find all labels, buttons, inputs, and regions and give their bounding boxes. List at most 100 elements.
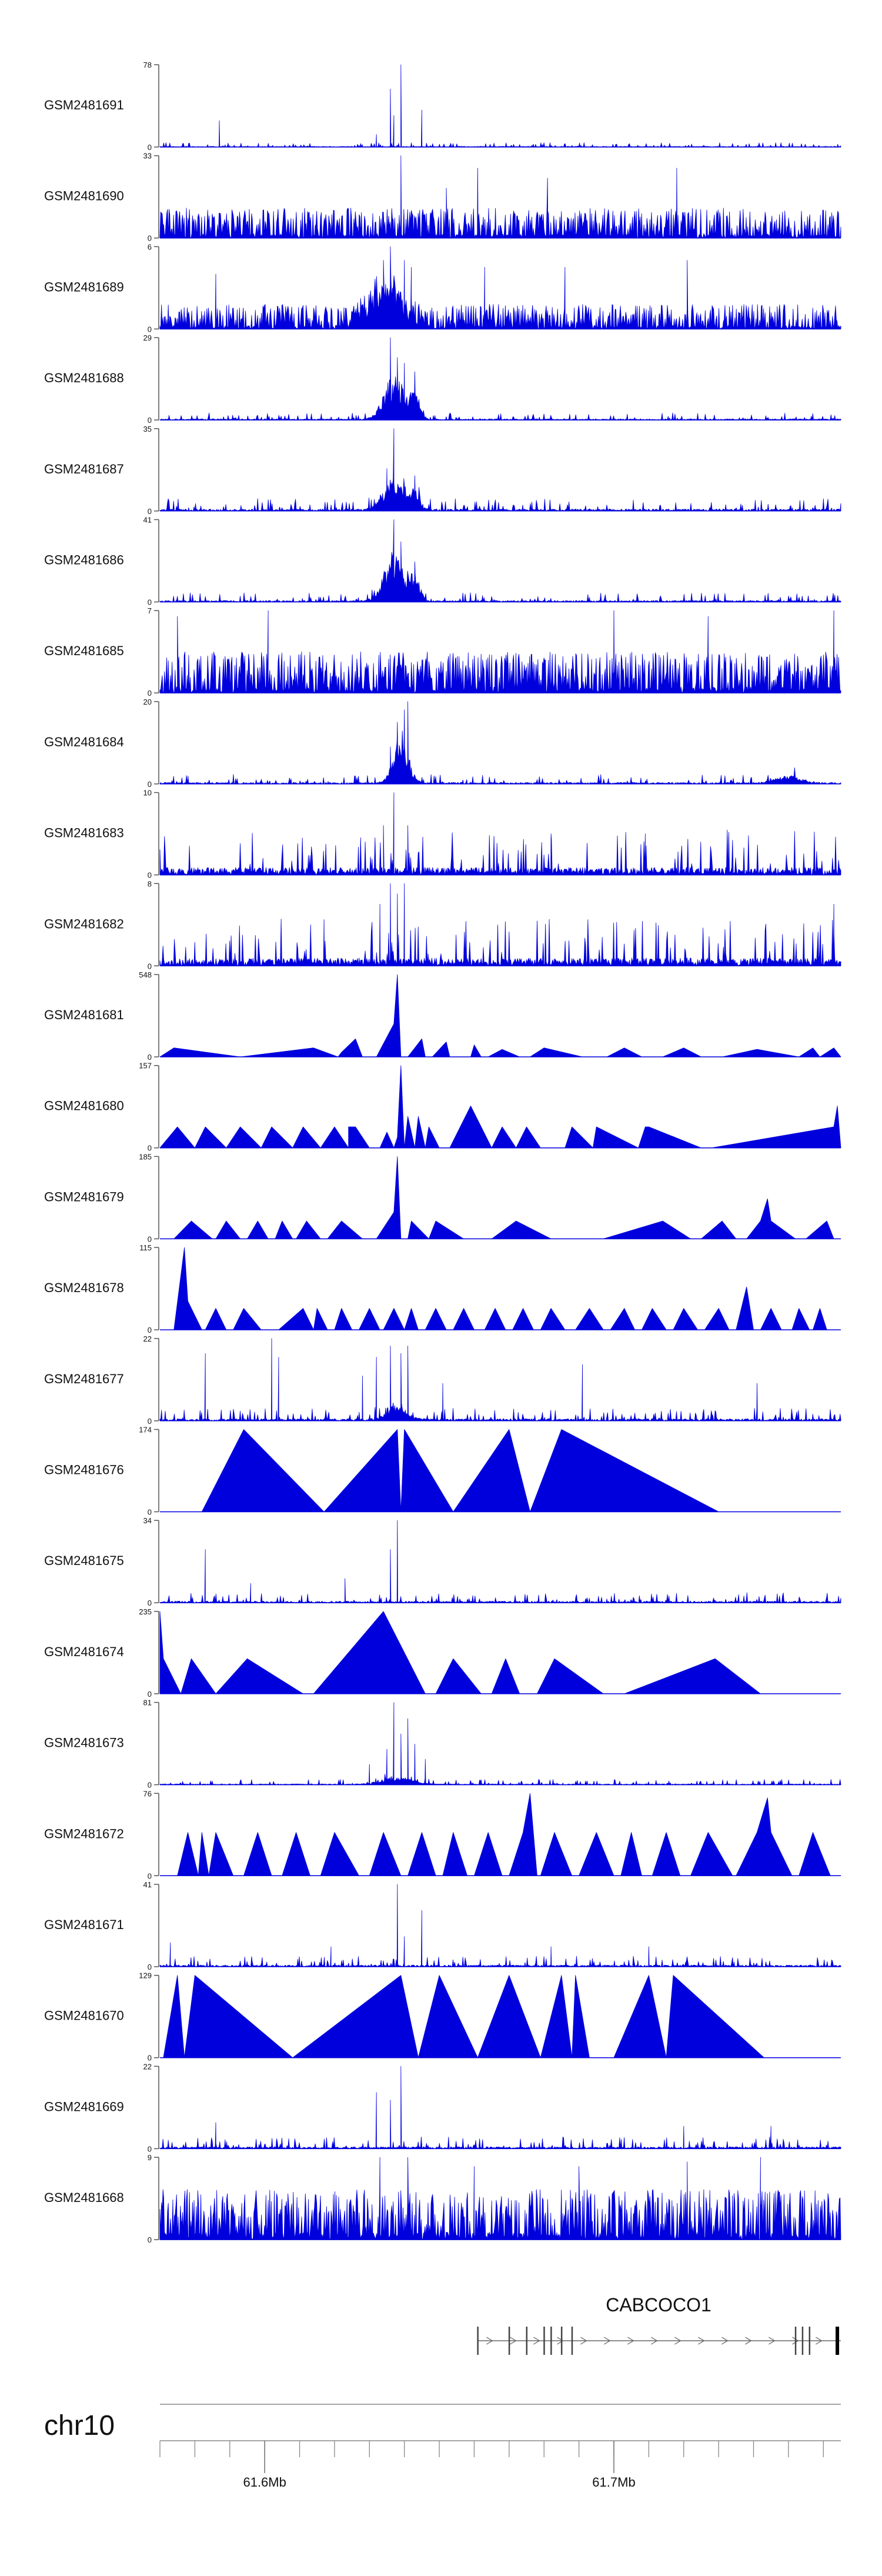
track-label: GSM2481670 <box>44 2008 124 2023</box>
gene-track: CABCOCO1 <box>477 2294 841 2355</box>
y-axis-min-label: 0 <box>148 325 152 333</box>
axis-tick-label: 61.6Mb <box>243 2475 286 2490</box>
coverage-area <box>159 883 841 966</box>
track-GSM2481688: GSM2481688 29 0 <box>44 333 841 425</box>
track-GSM2481669: GSM2481669 22 0 <box>44 2062 841 2153</box>
y-axis-min-label: 0 <box>148 2054 152 2063</box>
track-GSM2481683: GSM2481683 10 0 <box>44 789 841 880</box>
track-label: GSM2481686 <box>44 553 124 568</box>
track-label: GSM2481690 <box>44 189 124 203</box>
coverage-area <box>159 1065 841 1149</box>
y-axis-max-label: 29 <box>143 333 152 342</box>
y-axis-min-label: 0 <box>148 1599 152 1607</box>
track-GSM2481685: GSM2481685 7 0 <box>44 606 841 698</box>
coverage-area <box>159 64 841 148</box>
y-axis-max-label: 185 <box>139 1152 152 1161</box>
track-GSM2481668: GSM2481668 9 0 <box>44 2153 841 2244</box>
y-axis-max-label: 78 <box>143 61 152 69</box>
track-label: GSM2481689 <box>44 279 124 294</box>
exon-mark <box>808 2327 811 2355</box>
track-GSM2481684: GSM2481684 20 0 <box>44 698 841 789</box>
y-axis-max-label: 8 <box>148 879 152 888</box>
coverage-area <box>159 1884 841 1967</box>
strand-arrow <box>721 2337 729 2345</box>
coverage-area <box>159 1702 841 1785</box>
track-GSM2481673: GSM2481673 81 0 <box>44 1699 841 1790</box>
track-label: GSM2481681 <box>44 1007 124 1022</box>
coverage-area <box>159 2066 841 2149</box>
strand-arrow <box>533 2337 540 2345</box>
track-GSM2481689: GSM2481689 6 0 <box>44 242 841 333</box>
exon-mark <box>560 2327 563 2355</box>
y-axis-min-label: 0 <box>148 1871 152 1880</box>
coverage-area <box>159 428 841 512</box>
y-axis-max-label: 81 <box>143 1699 152 1707</box>
coverage-area <box>173 1247 827 1330</box>
track-GSM2481679: GSM2481679 185 0 <box>44 1152 841 1243</box>
coverage-area <box>159 2157 841 2240</box>
track-label: GSM2481676 <box>44 1463 124 1477</box>
track-label: GSM2481691 <box>44 98 124 112</box>
coverage-area <box>159 246 841 329</box>
track-GSM2481678: GSM2481678 115 0 <box>44 1243 841 1334</box>
exon-mark <box>794 2327 797 2355</box>
strand-arrow <box>604 2337 611 2345</box>
y-axis-min-label: 0 <box>148 780 152 789</box>
chromosome-label: chr10 <box>44 2410 115 2441</box>
coverage-area <box>159 701 841 785</box>
track-label: GSM2481675 <box>44 1553 124 1568</box>
y-axis-max-label: 235 <box>139 1607 152 1616</box>
y-axis-min-label: 0 <box>148 2144 152 2153</box>
y-axis-min-label: 0 <box>148 143 152 152</box>
y-axis-max-label: 33 <box>143 152 152 161</box>
coverage-area <box>201 1429 719 1512</box>
track-GSM2481674: GSM2481674 235 0 <box>44 1607 841 1699</box>
track-GSM2481691: GSM2481691 78 0 <box>44 61 841 152</box>
y-axis-max-label: 548 <box>139 970 152 979</box>
y-axis-min-label: 0 <box>148 1508 152 1517</box>
strand-arrow <box>792 2337 799 2345</box>
y-axis-min-label: 0 <box>148 962 152 970</box>
y-axis-max-label: 34 <box>143 1516 152 1525</box>
y-axis-min-label: 0 <box>148 416 152 425</box>
y-axis-min-label: 0 <box>148 1781 152 1790</box>
y-axis-min-label: 0 <box>148 1144 152 1153</box>
track-label: GSM2481687 <box>44 462 124 476</box>
track-GSM2481686: GSM2481686 41 0 <box>44 516 841 607</box>
y-axis-max-label: 174 <box>139 1426 152 1434</box>
track-label: GSM2481682 <box>44 916 124 931</box>
coverage-area <box>159 337 841 421</box>
track-GSM2481680: GSM2481680 157 0 <box>44 1062 841 1153</box>
track-label: GSM2481684 <box>44 735 124 749</box>
strand-arrow <box>816 2337 823 2345</box>
y-axis-max-label: 115 <box>139 1243 152 1252</box>
coverage-area <box>159 610 841 693</box>
y-axis-max-label: 35 <box>143 425 152 433</box>
coverage-tracks: GSM2481691780GSM2481690330GSM248168960GS… <box>44 61 841 2244</box>
track-label: GSM2481673 <box>44 1736 124 1750</box>
track-label: GSM2481683 <box>44 826 124 840</box>
track-GSM2481676: GSM2481676 174 0 <box>44 1426 841 1517</box>
coverage-area <box>177 1793 831 1876</box>
exon-mark <box>571 2327 573 2355</box>
exon-mark <box>543 2327 545 2355</box>
exon-mark <box>508 2327 510 2355</box>
y-axis-min-label: 0 <box>148 871 152 880</box>
coverage-area <box>159 155 841 239</box>
y-axis-min-label: 0 <box>148 1417 152 1426</box>
strand-arrow <box>510 2337 517 2345</box>
coverage-area <box>159 519 841 602</box>
y-axis-min-label: 0 <box>148 598 152 607</box>
exon-mark <box>550 2327 552 2355</box>
exon-mark <box>801 2327 804 2355</box>
strand-arrow <box>651 2337 658 2345</box>
track-label: GSM2481677 <box>44 1372 124 1386</box>
coverage-area <box>163 1975 764 2058</box>
y-axis-max-label: 6 <box>148 242 152 251</box>
strand-arrow <box>580 2337 587 2345</box>
y-axis-max-label: 129 <box>139 1971 152 1980</box>
y-axis-max-label: 10 <box>143 789 152 798</box>
y-axis-min-label: 0 <box>148 1963 152 1971</box>
track-GSM2481681: GSM2481681 548 0 <box>44 970 841 1062</box>
